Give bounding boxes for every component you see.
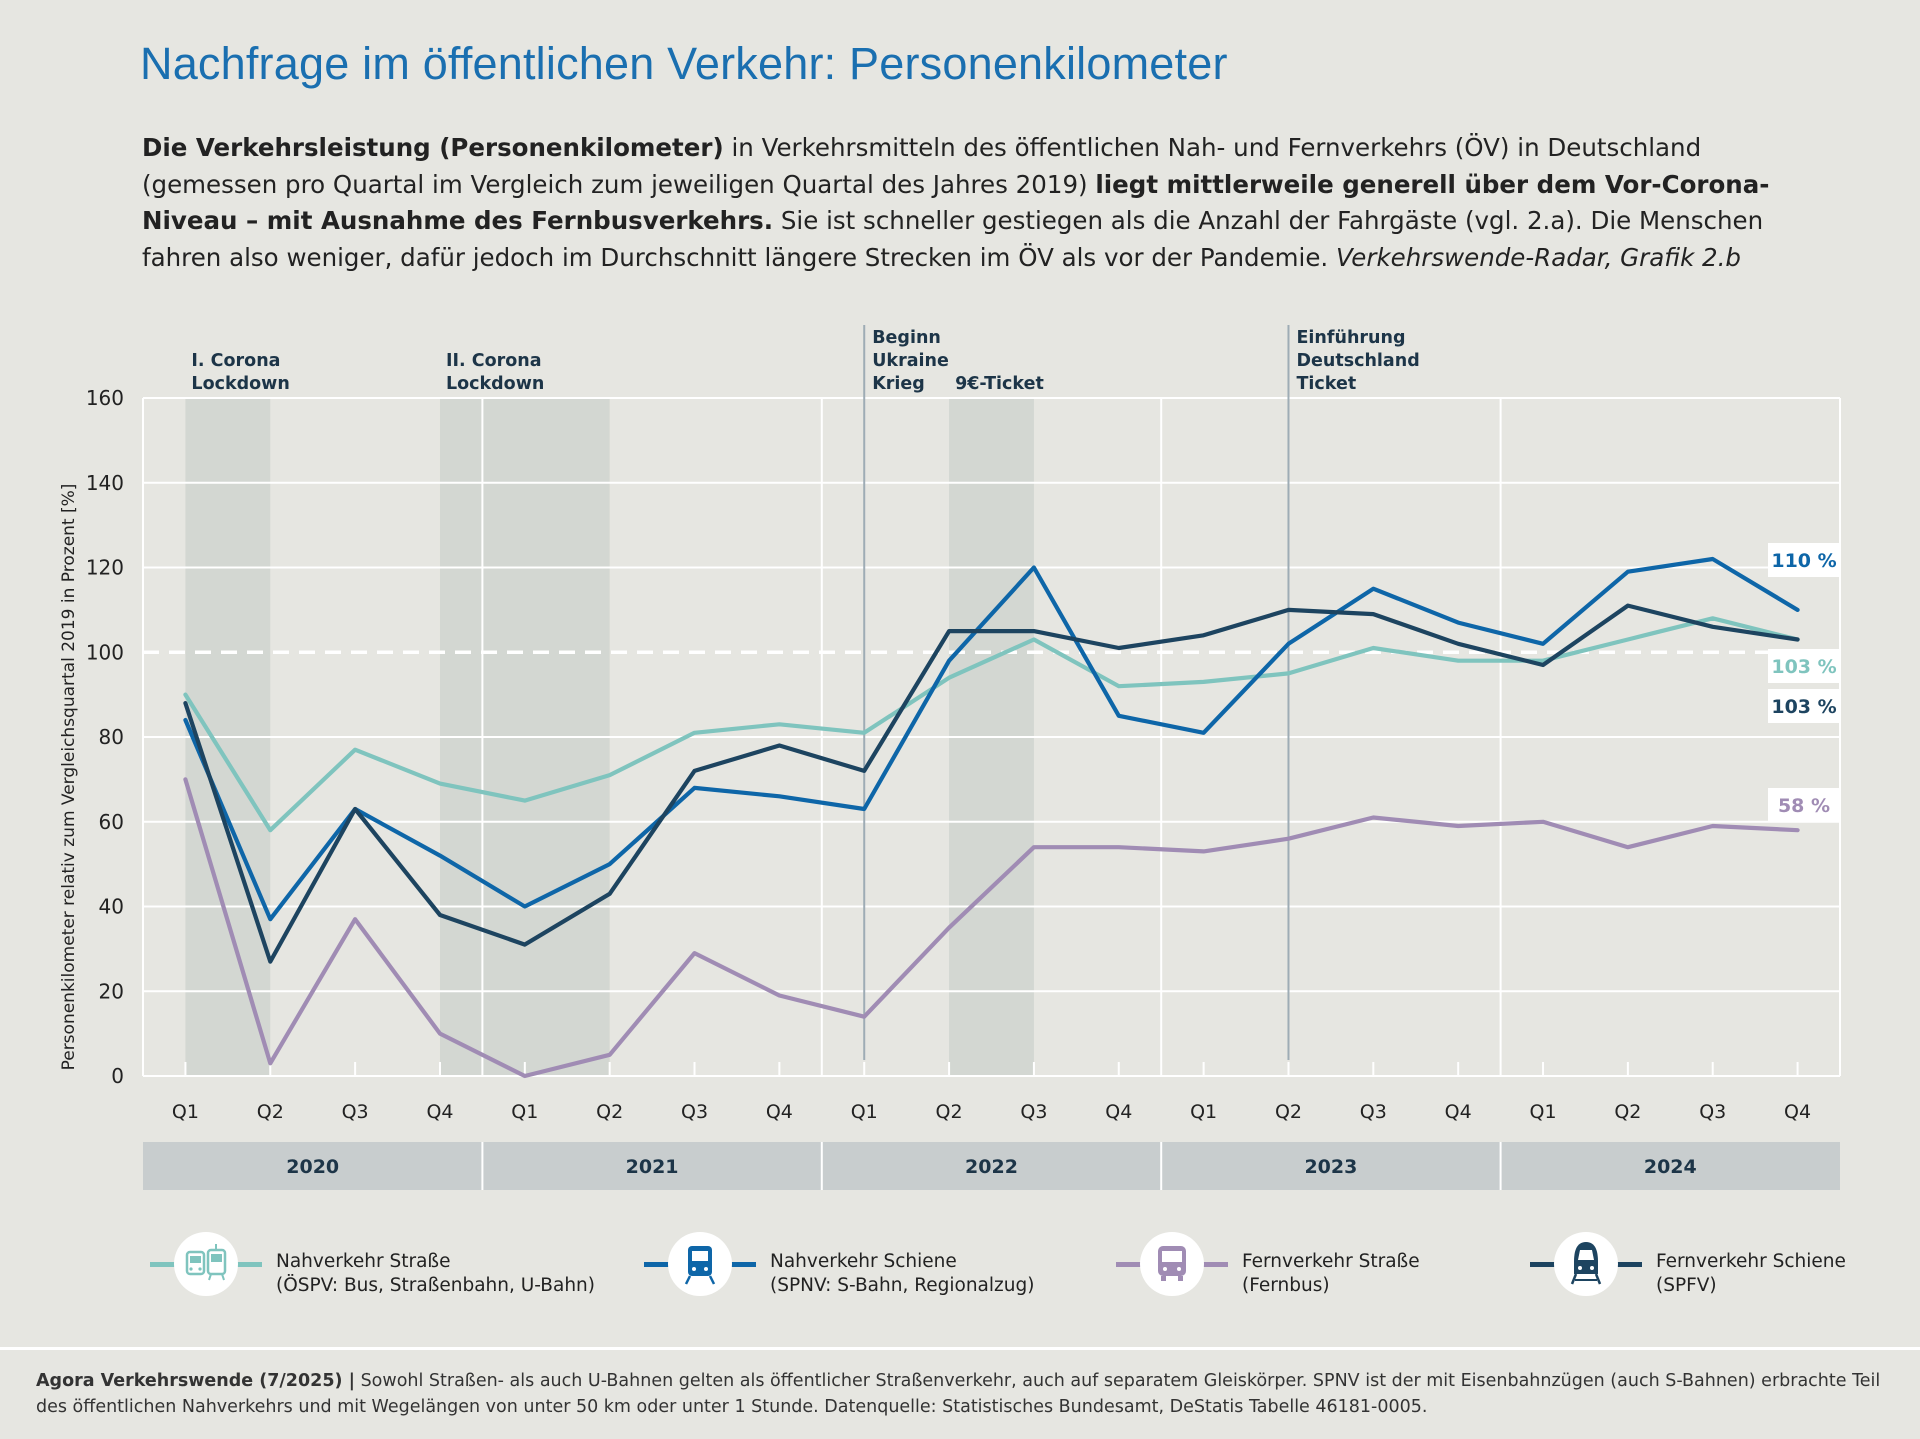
y-tick-label: 80 bbox=[99, 725, 124, 749]
x-tick-label: Q2 bbox=[1614, 1101, 1641, 1123]
end-label-box bbox=[1768, 543, 1840, 577]
intro-bold-1: Die Verkehrsleistung (Personenkilometer) bbox=[142, 133, 724, 162]
x-tick-label: Q4 bbox=[426, 1101, 453, 1123]
legend-label-title: Fernverkehr Straße bbox=[1242, 1251, 1420, 1272]
annotation-9euro-ticket: 9€-Ticket bbox=[955, 374, 1044, 394]
x-tick-label: Q2 bbox=[1275, 1101, 1302, 1123]
footer-divider bbox=[0, 1347, 1920, 1350]
end-label-2: 110 % bbox=[1768, 543, 1840, 577]
end-label-box bbox=[1768, 649, 1840, 683]
year-label-2024: 2024 bbox=[1644, 1156, 1697, 1178]
intro-bold-2: liegt mittlerweile generell über dem Vor… bbox=[142, 169, 1770, 236]
legend-label-subtitle: (SPNV: S-Bahn, Regionalzug) bbox=[770, 1275, 1035, 1296]
y-tick-label: 0 bbox=[111, 1064, 124, 1088]
y-axis-title: Personenkilometer relativ zum Vergleichs… bbox=[59, 484, 79, 1071]
footer-note: Agora Verkehrswende (7/2025) | Sowohl St… bbox=[36, 1368, 1896, 1420]
annotation-ukraine: Beginn bbox=[872, 328, 941, 348]
x-tick-label: Q4 bbox=[1784, 1101, 1811, 1123]
coach-bus-icon bbox=[1140, 1232, 1204, 1296]
year-label-2021: 2021 bbox=[626, 1156, 679, 1178]
annotation-lockdown-2: II. Corona bbox=[446, 351, 542, 371]
annotation-lockdown-1: I. Corona bbox=[191, 351, 280, 371]
legend-label-title: Nahverkehr Schiene bbox=[770, 1251, 957, 1272]
footer-text: Sowohl Straßen- als auch U-Bahnen gelten… bbox=[36, 1371, 1881, 1417]
series-line-4 bbox=[183, 603, 1800, 964]
end-label-4: 103 % bbox=[1768, 689, 1840, 723]
x-tick-label: Q2 bbox=[936, 1101, 963, 1123]
legend-label-subtitle: (Fernbus) bbox=[1242, 1275, 1330, 1296]
annotation-ukraine: Ukraine bbox=[872, 351, 949, 371]
tram-bus-icon bbox=[174, 1232, 238, 1296]
legend-label-subtitle: (ÖSPV: Bus, Straßenbahn, U-Bahn) bbox=[276, 1275, 595, 1296]
legend-label: Fernverkehr Schiene (SPFV) bbox=[1656, 1250, 1846, 1298]
x-tick-label: Q4 bbox=[1105, 1101, 1132, 1123]
x-tick-label: Q3 bbox=[1699, 1101, 1726, 1123]
x-tick-label: Q4 bbox=[766, 1101, 793, 1123]
high-speed-train-icon bbox=[1554, 1232, 1618, 1296]
legend-label: Nahverkehr Schiene (SPNV: S-Bahn, Regiona… bbox=[770, 1250, 1034, 1298]
y-tick-label: 140 bbox=[86, 471, 124, 495]
end-label-1: 103 % bbox=[1768, 649, 1840, 683]
intro-text-2: in Verkehrsmitteln des öffentlichen Nah-… bbox=[142, 133, 1702, 199]
x-tick-label: Q2 bbox=[257, 1101, 284, 1123]
annotation-deutschlandticket: Deutschland bbox=[1296, 351, 1419, 371]
year-band bbox=[143, 1142, 1840, 1190]
end-label-text: 103 % bbox=[1771, 696, 1836, 718]
year-label-2023: 2023 bbox=[1304, 1156, 1357, 1178]
footer-source: Agora Verkehrswende (7/2025) | bbox=[36, 1371, 355, 1391]
y-tick-label: 100 bbox=[86, 640, 124, 664]
legend-label-subtitle: (SPFV) bbox=[1656, 1275, 1717, 1296]
series-line-3 bbox=[183, 777, 1800, 1079]
x-tick-label: Q1 bbox=[1530, 1101, 1557, 1123]
annotation-deutschlandticket: Einführung bbox=[1296, 328, 1405, 348]
y-tick-label: 20 bbox=[99, 979, 124, 1003]
x-tick-label: Q3 bbox=[681, 1101, 708, 1123]
end-label-text: 110 % bbox=[1771, 550, 1836, 572]
x-tick-label: Q2 bbox=[596, 1101, 623, 1123]
legend-label: Nahverkehr Straße (ÖSPV: Bus, Straßenbahn… bbox=[276, 1250, 595, 1298]
series-line-2 bbox=[183, 556, 1800, 922]
year-label-2020: 2020 bbox=[286, 1156, 339, 1178]
x-tick-label: Q3 bbox=[1360, 1101, 1387, 1123]
end-label-box bbox=[1768, 788, 1840, 822]
intro-reference: Verkehrswende-Radar, Grafik 2.b bbox=[1335, 242, 1741, 272]
end-label-text: 103 % bbox=[1771, 656, 1836, 678]
x-tick-label: Q3 bbox=[1020, 1101, 1047, 1123]
y-tick-label: 40 bbox=[99, 895, 124, 919]
page-title: Nachfrage im öffentlichen Verkehr: Perso… bbox=[140, 38, 1228, 89]
intro-text-3: Sie ist schneller gestiegen als die Anza… bbox=[142, 206, 1764, 272]
x-tick-label: Q1 bbox=[511, 1101, 538, 1123]
x-tick-label: Q3 bbox=[342, 1101, 369, 1123]
x-tick-label: Q1 bbox=[172, 1101, 199, 1123]
end-label-text: 58 % bbox=[1778, 795, 1830, 817]
legend-label-title: Nahverkehr Straße bbox=[276, 1251, 451, 1272]
y-tick-label: 60 bbox=[99, 810, 124, 834]
x-tick-label: Q4 bbox=[1445, 1101, 1472, 1123]
annotation-lockdown-1: Lockdown bbox=[191, 374, 289, 394]
legend-label-title: Fernverkehr Schiene bbox=[1656, 1251, 1846, 1272]
intro-text: Die Verkehrsleistung (Personenkilometer)… bbox=[142, 130, 1842, 276]
x-tick-label: Q1 bbox=[1190, 1101, 1217, 1123]
annotation-lockdown-2: Lockdown bbox=[446, 374, 544, 394]
end-label-box bbox=[1768, 689, 1840, 723]
legend-label: Fernverkehr Straße (Fernbus) bbox=[1242, 1250, 1420, 1298]
x-tick-label: Q1 bbox=[851, 1101, 878, 1123]
regional-train-icon bbox=[668, 1232, 732, 1296]
annotation-deutschlandticket: Ticket bbox=[1296, 374, 1356, 394]
y-tick-label: 120 bbox=[86, 556, 124, 580]
y-tick-label: 160 bbox=[86, 386, 124, 410]
year-label-2022: 2022 bbox=[965, 1156, 1018, 1178]
annotation-ukraine: Krieg bbox=[872, 374, 925, 394]
end-label-3: 58 % bbox=[1768, 788, 1840, 822]
